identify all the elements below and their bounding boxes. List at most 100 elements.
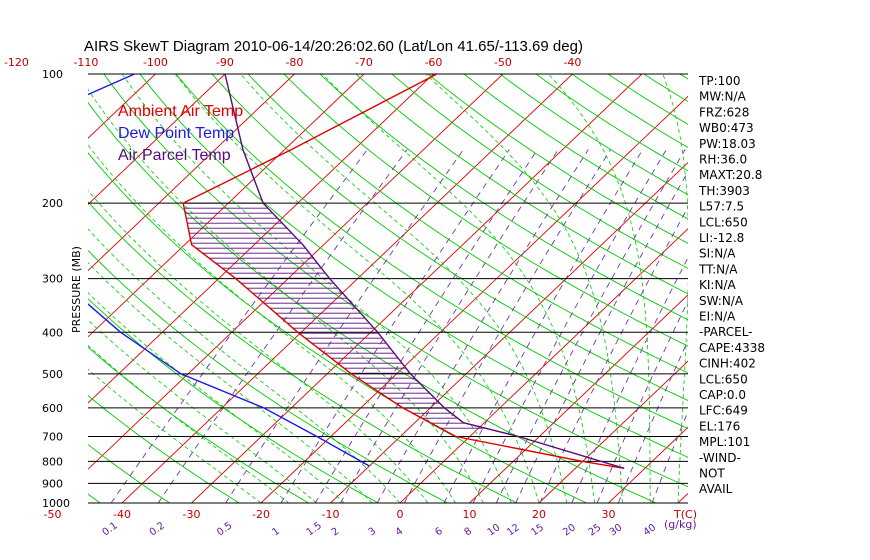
bottom-temp-unit: T(C) [673,508,697,521]
mixing-ratio-label: 20 [561,522,578,538]
dry-adiabat [463,74,688,220]
dry-adiabat [391,74,688,269]
dry-adiabat [0,74,31,503]
dry-adiabat [175,74,688,430]
pressure-tick-label: 200 [42,197,63,210]
mixing-ratio-line [539,206,688,503]
mixing-ratio-line [225,149,464,503]
isotherm-line [0,74,16,503]
index-line: -WIND- [699,451,741,465]
mixing-ratio-unit: (g/kg) [664,518,697,531]
dry-adiabat [319,74,688,321]
index-line: LCL:650 [699,215,748,229]
dry-adiabat [88,249,448,503]
index-line: KI:N/A [699,278,736,292]
mixing-ratio-line [443,149,644,503]
index-line: MAXT:20.8 [699,168,762,182]
legend-dewpoint: Dew Point Temp [118,125,234,142]
dry-adiabat [247,74,688,374]
index-line: PW:18.03 [699,137,756,151]
top-temp-tick-label: -40 [563,56,581,69]
dry-adiabat [752,74,870,503]
dry-adiabat [139,74,688,458]
index-line: RH:36.0 [699,153,747,167]
mixing-ratio-label: 8 [463,526,475,539]
pressure-tick-label: 800 [42,455,63,468]
index-line: EL:176 [699,419,740,433]
isotherm-line [88,74,434,404]
index-line: LI:-12.8 [699,231,744,245]
dry-adiabat [283,74,688,347]
mixing-ratio-line [376,149,589,503]
moist-adiabat [88,144,456,503]
legend: Ambient Air Temp Dew Point Temp Air Parc… [118,103,243,164]
top-temp-tick-label: -110 [73,56,98,69]
mixing-ratio-line [495,149,686,503]
index-line: SI:N/A [699,247,736,261]
index-line: CAPE:4338 [699,341,765,355]
moist-adiabat [174,74,540,503]
index-line: EI:N/A [699,310,736,324]
mixing-ratio-label: 0.2 [148,520,167,538]
moist-adiabat [88,228,401,503]
index-line: -PARCEL- [699,325,753,339]
pressure-tick-label: 700 [42,431,63,444]
y-axis-label: PRESSURE (MB) [70,246,83,333]
index-line: AVAIL [699,482,733,496]
moist-adiabat [88,189,429,503]
index-line: CAP:0.0 [699,388,746,402]
dry-adiabat [860,74,870,503]
mixing-ratio-label: 10 [486,522,503,538]
dry-adiabat [88,346,309,503]
dry-adiabat [88,201,518,503]
dry-adiabat [824,74,870,503]
mixing-ratio-label: 25 [587,522,604,538]
mixing-ratio-label: 30 [608,522,625,538]
dry-adiabat [355,74,688,295]
bottom-temp-tick-label: 0 [397,508,404,521]
parcel-temp-line [224,74,625,469]
mixing-ratio-line [280,149,510,503]
moist-adiabat [662,74,688,503]
pressure-tick-label: 300 [42,273,63,286]
legend-parcel: Air Parcel Temp [118,147,231,164]
dry-adiabat [535,74,688,172]
index-line: MW:N/A [699,90,747,104]
isotherm-line [817,74,870,503]
mixing-ratio-label: 12 [505,522,522,538]
dry-adiabat [88,298,379,503]
index-line: NOT [699,467,725,481]
moist-adiabat [425,74,623,503]
isotherm-line [260,95,688,503]
mixing-ratio-line [472,149,667,503]
pressure-tick-label: 600 [42,402,63,415]
moist-adiabat [88,262,373,503]
isotherm-line [121,74,573,503]
dry-adiabat [88,394,240,503]
isotherm-line [88,74,365,338]
mixing-ratio-label: 1.5 [305,520,324,538]
isotherm-line [608,426,688,503]
isotherm-line [748,74,870,503]
pressure-tick-label: 500 [42,368,63,381]
top-temp-tick-label: -100 [143,56,168,69]
index-line: SW:N/A [699,294,744,308]
mixing-ratio-line [314,149,538,503]
bottom-temp-tick-label: -10 [322,508,340,521]
mixing-ratio-label: 40 [642,522,659,538]
mixing-ratio-label: 15 [529,522,546,538]
isotherm-line [469,294,688,503]
index-line: MPL:101 [699,435,750,449]
top-temp-tick-label: -120 [4,56,29,69]
top-temp-tick-label: -80 [285,56,303,69]
moist-adiabat [88,344,290,503]
index-line: CINH:402 [699,357,756,371]
isotherm-line [88,74,226,206]
dry-adiabat [499,74,688,196]
pressure-tick-label: 1000 [42,497,70,510]
mixing-ratio-label: 1 [270,526,282,539]
chart-title: AIRS SkewT Diagram 2010-06-14/20:26:02.6… [84,38,583,55]
pressure-tick-label: 100 [42,68,63,81]
